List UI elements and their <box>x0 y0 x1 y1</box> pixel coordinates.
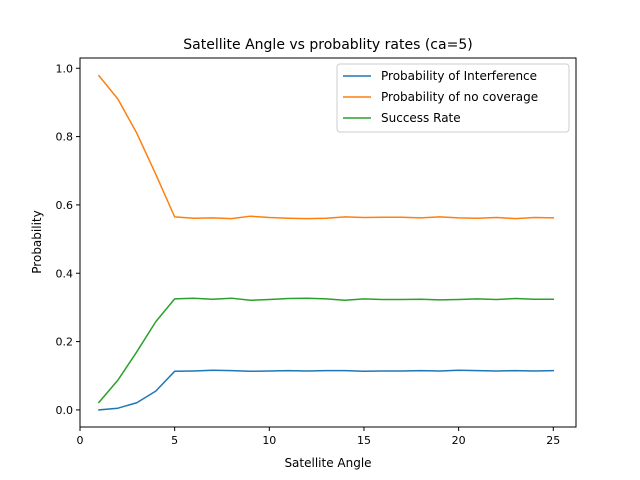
legend-entry-0: Probability of Interference <box>381 69 537 83</box>
x-tick-label: 5 <box>171 434 178 447</box>
y-tick-label: 0.8 <box>56 131 74 144</box>
y-tick-label: 1.0 <box>56 62 74 75</box>
y-tick-label: 0.0 <box>56 404 74 417</box>
y-tick-label: 0.4 <box>56 267 74 280</box>
series-line-1 <box>97 74 555 220</box>
legend-entry-2: Success Rate <box>381 111 461 125</box>
x-tick-label: 10 <box>262 434 276 447</box>
x-axis-label: Satellite Angle <box>284 456 371 470</box>
series-line-2 <box>97 297 555 404</box>
legend: Probability of Interference Probability o… <box>336 63 570 133</box>
legend-frame <box>336 63 570 133</box>
series-line-0 <box>98 369 555 411</box>
x-tick-label: 20 <box>452 434 466 447</box>
y-tick-label: 0.2 <box>56 336 74 349</box>
x-tick-label: 0 <box>77 434 84 447</box>
chart-title: Satellite Angle vs probablity rates (ca=… <box>183 37 472 53</box>
series-lines <box>97 74 555 411</box>
y-axis: 0.0 0.2 0.4 0.6 0.8 1.0 <box>56 62 80 417</box>
y-tick-label: 0.6 <box>56 199 74 212</box>
y-axis-label: Probability <box>30 210 44 273</box>
x-tick-label: 15 <box>357 434 371 447</box>
x-axis: 0 5 10 15 20 25 <box>77 427 560 447</box>
legend-entry-1: Probability of no coverage <box>381 90 538 104</box>
x-tick-label: 25 <box>546 434 560 447</box>
